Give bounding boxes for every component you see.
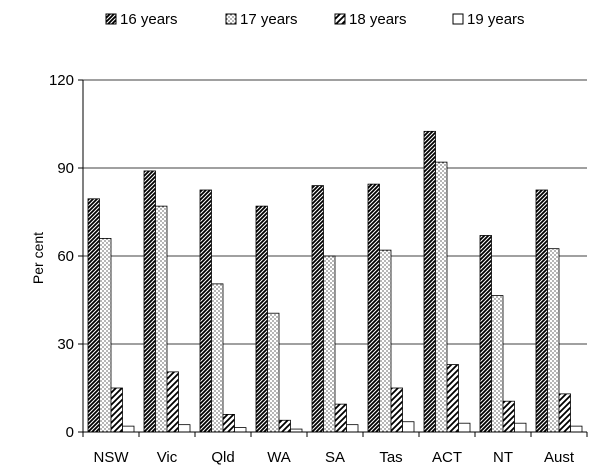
y-tick-label: 60: [57, 248, 74, 265]
bar-18-years-nt: [502, 400, 515, 433]
legend-swatch: [334, 13, 346, 25]
bar-16-years-act: [423, 130, 436, 433]
bar-18-years-aust: [558, 393, 571, 433]
y-tick-label: 120: [49, 72, 74, 89]
bar-19-years-aust: [570, 425, 583, 433]
x-category-label: ACT: [432, 449, 462, 466]
bar-19-years-tas: [402, 421, 415, 433]
bars: [87, 130, 583, 433]
bar-19-years-nsw: [122, 425, 135, 433]
y-tick-labels: 0 30 60 90 120: [49, 72, 74, 441]
bar-18-years-tas: [390, 387, 403, 433]
legend-label: 17 years: [240, 11, 298, 28]
bar-18-years-qld: [222, 413, 235, 433]
legend-label: 18 years: [349, 11, 407, 28]
y-axis-title: Per cent: [30, 232, 46, 284]
x-category-label: Tas: [379, 449, 402, 466]
bar-17-years-wa: [267, 312, 280, 433]
x-category-label: Aust: [544, 449, 575, 466]
bar-17-years-qld: [211, 283, 224, 433]
bar-17-years-tas: [379, 249, 392, 433]
bar-19-years-nt: [514, 422, 527, 433]
legend-label: 19 years: [467, 11, 525, 28]
bar-16-years-wa: [255, 205, 268, 433]
y-tick-label: 0: [66, 424, 74, 441]
bar-16-years-vic: [143, 170, 156, 433]
legend-swatch: [225, 13, 237, 25]
x-category-label: SA: [325, 449, 345, 466]
bar-17-years-sa: [323, 255, 336, 433]
axes: [82, 80, 588, 437]
x-category-label: Qld: [211, 449, 234, 466]
bar-18-years-sa: [334, 403, 347, 433]
bar-18-years-nsw: [110, 387, 123, 433]
bar-16-years-nsw: [87, 198, 100, 433]
bar-17-years-aust: [547, 248, 560, 433]
bar-17-years-act: [435, 161, 448, 433]
bar-19-years-vic: [178, 424, 191, 433]
bar-16-years-aust: [535, 189, 548, 433]
bar-19-years-sa: [346, 424, 359, 433]
bar-16-years-nt: [479, 235, 492, 433]
x-category-label: NT: [493, 449, 513, 466]
legend-label: 16 years: [120, 11, 178, 28]
bar-16-years-qld: [199, 189, 212, 433]
bar-18-years-vic: [166, 371, 179, 433]
x-category-labels: NSW Vic Qld WA SA Tas ACT NT Aust: [94, 449, 575, 466]
x-category-label: NSW: [94, 449, 130, 466]
y-tick-label: 30: [57, 336, 74, 353]
bar-16-years-tas: [367, 183, 380, 433]
bar-17-years-vic: [155, 205, 168, 433]
bar-16-years-sa: [311, 185, 324, 433]
legend-swatch: [105, 13, 117, 25]
bar-17-years-nsw: [99, 237, 112, 433]
bar-19-years-qld: [234, 427, 247, 433]
x-category-label: Vic: [157, 449, 178, 466]
x-category-label: WA: [267, 449, 291, 466]
bar-18-years-wa: [278, 419, 291, 433]
legend-swatch: [452, 13, 464, 25]
bar-17-years-nt: [491, 295, 504, 433]
bar-18-years-act: [446, 364, 459, 433]
bar-19-years-act: [458, 422, 471, 433]
legend: 16 years 17 years 18 years 19 years: [105, 11, 525, 28]
y-tick-label: 90: [57, 160, 74, 177]
